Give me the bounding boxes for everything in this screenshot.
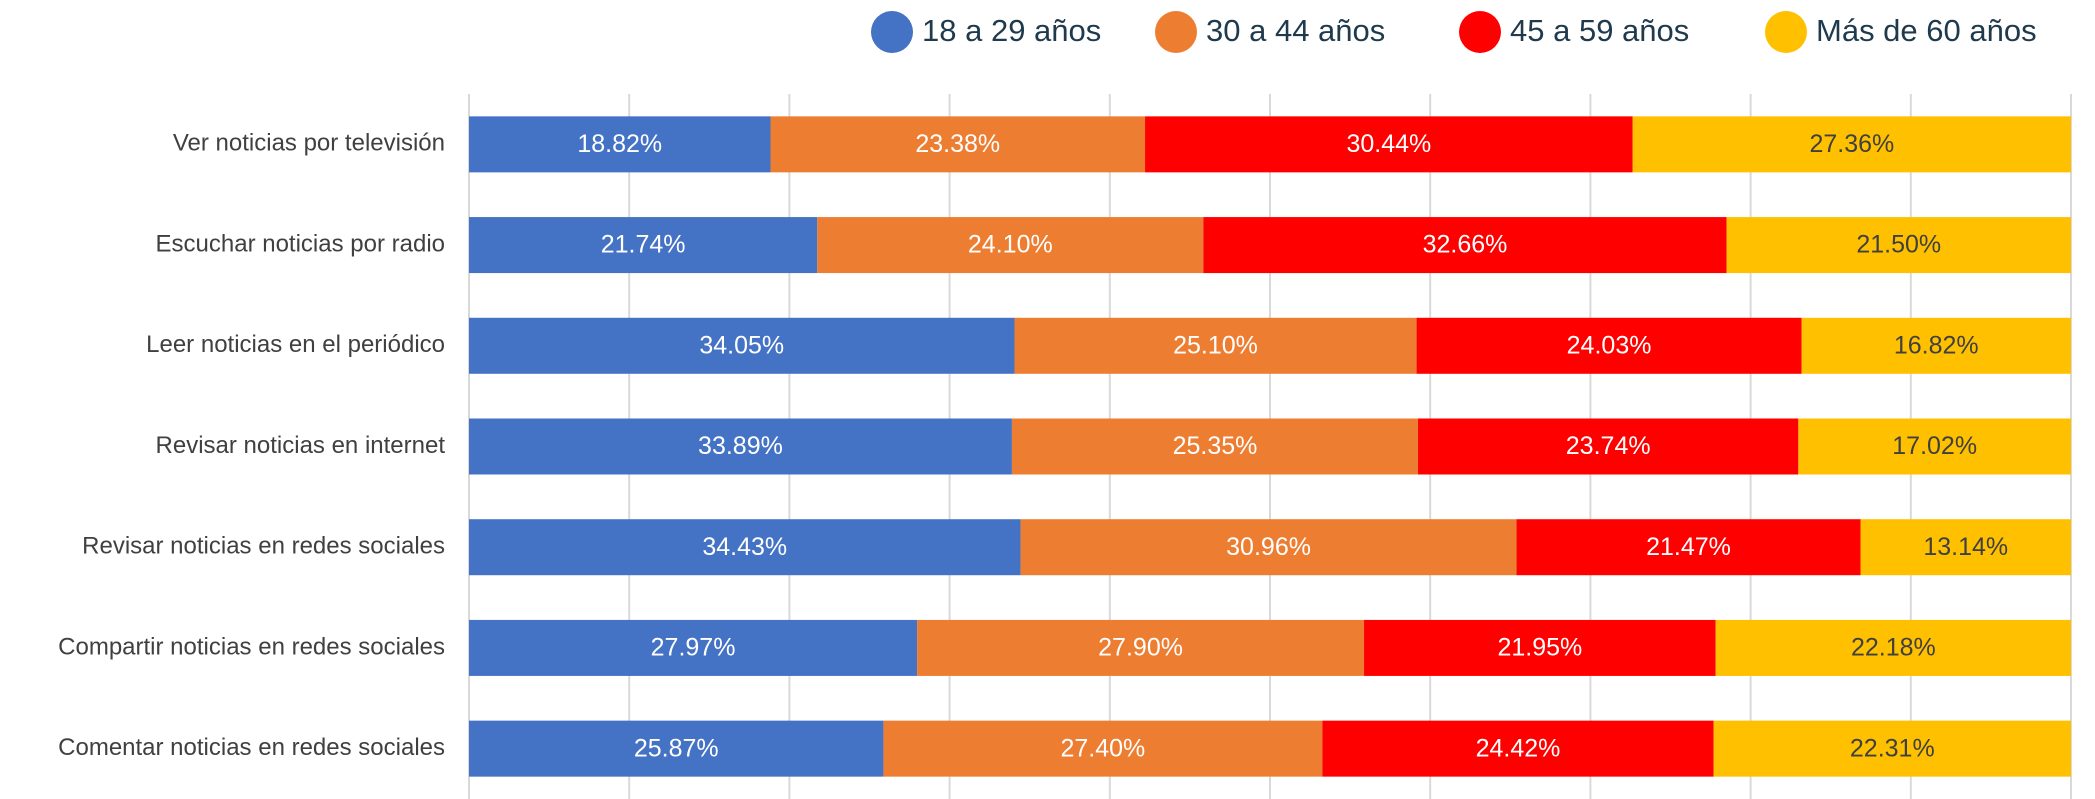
bar-segment [1801, 317, 2071, 374]
value-label: 21.74% [601, 231, 686, 259]
bar-segment [1632, 116, 2071, 173]
bar-segment [1322, 720, 1714, 777]
legend-label: 18 a 29 años [922, 13, 1101, 48]
legend-marker [1459, 11, 1501, 53]
y-tick-label: Leer noticias en el periódico [146, 331, 445, 358]
bar-segment [1203, 217, 1727, 274]
bar-segment [817, 217, 1204, 274]
value-label: 27.97% [651, 634, 736, 662]
value-label: 21.50% [1856, 231, 1941, 259]
legend-marker [1155, 11, 1197, 53]
bar-segment [1014, 317, 1417, 374]
value-label: 33.89% [698, 432, 783, 460]
value-label: 24.42% [1476, 734, 1561, 762]
bar-segment [1713, 720, 2071, 777]
value-label: 22.31% [1850, 734, 1935, 762]
value-label: 25.87% [634, 734, 719, 762]
bar-segment [469, 720, 884, 777]
value-label: 25.10% [1173, 331, 1258, 359]
bar-segment [1516, 519, 1861, 576]
value-label: 30.96% [1226, 533, 1311, 561]
bar-segment [469, 418, 1012, 475]
y-tick-label: Compartir noticias en redes sociales [58, 633, 445, 660]
bar-segment [770, 116, 1146, 173]
bar-segment [469, 116, 771, 173]
legend-label: Más de 60 años [1816, 13, 2037, 48]
bar-segment [469, 217, 818, 274]
value-label: 27.90% [1098, 634, 1183, 662]
legend-marker [871, 11, 913, 53]
value-label: 23.74% [1566, 432, 1651, 460]
value-label: 27.36% [1809, 130, 1894, 158]
value-label: 16.82% [1894, 331, 1979, 359]
legend-marker [1765, 11, 1807, 53]
bar-segment [1145, 116, 1633, 173]
value-label: 30.44% [1346, 130, 1431, 158]
value-label: 18.82% [577, 130, 662, 158]
value-label: 27.40% [1061, 734, 1146, 762]
y-tick-label: Ver noticias por televisión [173, 130, 445, 157]
y-tick-label: Comentar noticias en redes sociales [58, 734, 445, 761]
bar-segment [469, 519, 1021, 576]
value-label: 17.02% [1892, 432, 1977, 460]
bar-segment [1416, 317, 1802, 374]
bar-segment [469, 619, 918, 676]
bar-segment [917, 619, 1365, 676]
value-label: 21.95% [1497, 634, 1582, 662]
bar-segment [1364, 619, 1716, 676]
bar-segment [1011, 418, 1419, 475]
value-label: 32.66% [1423, 231, 1508, 259]
bar-segment [1798, 418, 2071, 475]
bar-segment [1860, 519, 2071, 576]
value-label: 34.05% [699, 331, 784, 359]
value-label: 34.43% [702, 533, 787, 561]
bar-segment [1726, 217, 2071, 274]
value-label: 13.14% [1923, 533, 2008, 561]
legend-label: 45 a 59 años [1510, 13, 1689, 48]
y-tick-label: Escuchar noticias por radio [156, 230, 445, 257]
value-label: 25.35% [1173, 432, 1258, 460]
legend-label: 30 a 44 años [1206, 13, 1385, 48]
value-label: 21.47% [1646, 533, 1731, 561]
bar-segment [1715, 619, 2071, 676]
value-label: 24.10% [968, 231, 1053, 259]
bar-segment [1418, 418, 1799, 475]
bar-segment [1020, 519, 1517, 576]
y-tick-label: Revisar noticias en internet [156, 432, 446, 459]
y-tick-label: Revisar noticias en redes sociales [82, 533, 445, 560]
bar-segment [883, 720, 1323, 777]
value-label: 24.03% [1567, 331, 1652, 359]
value-label: 23.38% [915, 130, 1000, 158]
bar-segment [469, 317, 1015, 374]
value-label: 22.18% [1851, 634, 1936, 662]
